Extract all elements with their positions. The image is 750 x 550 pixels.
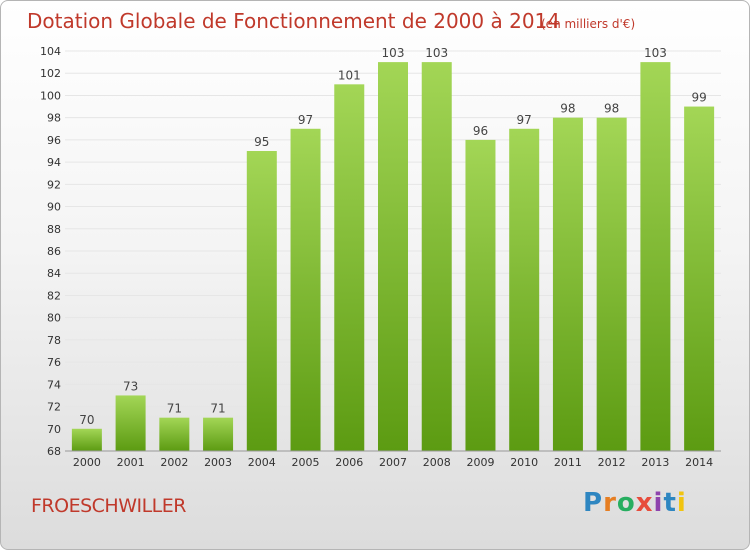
y-tick-label: 98 bbox=[47, 112, 61, 125]
bar-2007 bbox=[378, 62, 408, 451]
x-tick-label-2008: 2008 bbox=[423, 456, 451, 469]
commune-name: FROESCHWILLER bbox=[31, 495, 186, 517]
data-label-2005: 97 bbox=[298, 113, 313, 127]
x-tick-label-2006: 2006 bbox=[335, 456, 363, 469]
logo-letter: i bbox=[653, 488, 664, 518]
data-label-2011: 98 bbox=[560, 102, 575, 116]
bar-2005 bbox=[290, 128, 321, 451]
y-tick-label: 74 bbox=[47, 378, 61, 391]
x-tick-label-2002: 2002 bbox=[160, 456, 188, 469]
data-label-2004: 95 bbox=[254, 135, 269, 149]
y-tick-label: 76 bbox=[47, 356, 61, 369]
y-tick-label: 100 bbox=[40, 89, 61, 102]
logo-letter: t bbox=[663, 488, 677, 518]
x-tick-label-2012: 2012 bbox=[598, 456, 626, 469]
bar-2012 bbox=[596, 117, 627, 452]
bar-2001 bbox=[115, 395, 146, 451]
x-tick-label-2000: 2000 bbox=[73, 456, 101, 469]
logo-letter: x bbox=[635, 488, 654, 518]
x-tick-label-2009: 2009 bbox=[466, 456, 494, 469]
y-tick-label: 88 bbox=[47, 223, 61, 236]
data-label-2012: 98 bbox=[604, 102, 619, 116]
bar-2014 bbox=[684, 106, 715, 452]
y-axis-ticks: 68 70 72 74 76 78 80 82 84 86 88 90 92 94 96 98 100 102 10… bbox=[40, 45, 61, 458]
bar-2002 bbox=[159, 417, 190, 451]
proxiti-logo: Proxiti bbox=[583, 488, 687, 518]
chart-subtitle: (en milliers d'€) bbox=[541, 17, 635, 31]
data-label-2006: 101 bbox=[338, 68, 361, 82]
bar-2011 bbox=[552, 117, 583, 452]
y-tick-label: 90 bbox=[47, 201, 61, 214]
data-label-2014: 99 bbox=[691, 91, 706, 105]
bar-2013 bbox=[640, 62, 671, 451]
x-tick-label-2003: 2003 bbox=[204, 456, 232, 469]
y-tick-label: 72 bbox=[47, 401, 61, 414]
y-tick-label: 70 bbox=[47, 423, 61, 436]
y-tick-label: 84 bbox=[47, 267, 61, 280]
bar-2008 bbox=[421, 62, 452, 451]
data-label-2007: 103 bbox=[382, 46, 405, 60]
logo-letter: i bbox=[676, 488, 687, 518]
logo-letter: r bbox=[603, 488, 617, 518]
bar-2006 bbox=[334, 84, 365, 451]
x-tick-label-2005: 2005 bbox=[292, 456, 320, 469]
data-label-2000: 70 bbox=[79, 413, 94, 427]
y-tick-label: 86 bbox=[47, 245, 61, 258]
y-tick-label: 102 bbox=[40, 67, 61, 80]
y-tick-label: 94 bbox=[47, 156, 61, 169]
logo-letter: P bbox=[583, 488, 604, 518]
chart-title: Dotation Globale de Fonctionnement de 20… bbox=[27, 9, 560, 33]
y-tick-label: 92 bbox=[47, 178, 61, 191]
bar-2009 bbox=[465, 139, 496, 451]
data-label-2013: 103 bbox=[644, 46, 667, 60]
y-tick-label: 80 bbox=[47, 312, 61, 325]
data-label-2003: 71 bbox=[210, 402, 225, 416]
data-label-2009: 96 bbox=[473, 124, 488, 138]
data-label-2010: 97 bbox=[517, 113, 532, 127]
x-tick-label-2007: 2007 bbox=[379, 456, 407, 469]
x-axis-ticks: 2000 2001 2002 2003 2004 2005 2006 2007 2008 2009… bbox=[73, 456, 713, 469]
y-tick-label: 78 bbox=[47, 334, 61, 347]
x-tick-label-2001: 2001 bbox=[117, 456, 145, 469]
x-tick-label-2010: 2010 bbox=[510, 456, 538, 469]
x-tick-label-2011: 2011 bbox=[554, 456, 582, 469]
y-tick-label: 96 bbox=[47, 134, 61, 147]
x-tick-label-2004: 2004 bbox=[248, 456, 276, 469]
x-tick-label-2014: 2014 bbox=[685, 456, 713, 469]
y-tick-label: 82 bbox=[47, 289, 61, 302]
x-tick-label-2013: 2013 bbox=[641, 456, 669, 469]
y-tick-label: 68 bbox=[47, 445, 61, 458]
logo-letter: o bbox=[616, 488, 636, 518]
data-label-2008: 103 bbox=[425, 46, 448, 60]
y-tick-label: 104 bbox=[40, 45, 61, 58]
data-label-2002: 71 bbox=[167, 402, 182, 416]
bars bbox=[71, 62, 715, 452]
bar-2000 bbox=[71, 428, 102, 451]
bar-2003 bbox=[203, 417, 234, 451]
data-labels: 70 73 71 71 95 97 101 103 103 96 97 98 98 103 99 bbox=[79, 46, 707, 427]
bar-2010 bbox=[509, 128, 540, 451]
data-label-2001: 73 bbox=[123, 379, 138, 393]
bar-2004 bbox=[246, 151, 277, 451]
